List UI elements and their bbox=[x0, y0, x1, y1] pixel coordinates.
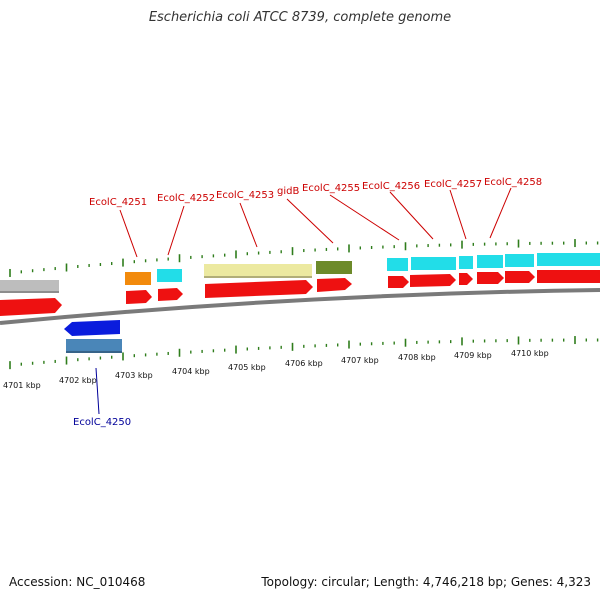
gene-label[interactable]: EcolC_4258 bbox=[484, 177, 542, 188]
gene-label[interactable]: EcolC_4251 bbox=[89, 197, 147, 208]
cog-block-gray[interactable] bbox=[0, 280, 59, 293]
cog-block-steel[interactable] bbox=[66, 339, 122, 353]
cog-block-cyan[interactable] bbox=[411, 257, 456, 270]
gene-label[interactable]: EcolC_4252 bbox=[157, 193, 215, 204]
outer-tick-ring bbox=[9, 239, 599, 277]
block-shading bbox=[0, 276, 312, 353]
leader-line bbox=[286, 198, 334, 244]
label-leader-lines bbox=[119, 187, 512, 258]
scale-label: 4705 kbp bbox=[228, 363, 266, 372]
leader-line-reverse bbox=[95, 367, 100, 415]
cds-arrow[interactable] bbox=[477, 272, 504, 284]
scale-labels: 4701 kbp 4702 kbp 4703 kbp 4704 kbp 4705… bbox=[3, 349, 549, 390]
scale-label: 4701 kbp bbox=[3, 381, 41, 390]
scale-label: 4709 kbp bbox=[454, 351, 492, 360]
inner-tick-ring bbox=[9, 336, 599, 370]
cog-block-orange[interactable] bbox=[125, 272, 151, 285]
genome-info-text: Topology: circular; Length: 4,746,218 bp… bbox=[261, 575, 591, 589]
cds-arrow[interactable] bbox=[126, 290, 152, 304]
cog-block-cyan[interactable] bbox=[477, 255, 503, 268]
leader-line bbox=[489, 187, 512, 239]
gene-labels-forward: EcolC_4251 EcolC_4252 EcolC_4253 gidB Ec… bbox=[89, 177, 542, 208]
cds-arrow[interactable] bbox=[410, 274, 456, 287]
scale-label: 4706 kbp bbox=[285, 359, 323, 368]
cds-arrow[interactable] bbox=[459, 273, 473, 285]
cds-arrow[interactable] bbox=[205, 280, 313, 298]
cds-arrow[interactable] bbox=[388, 276, 409, 288]
cog-block-cyan[interactable] bbox=[459, 256, 473, 269]
cog-block-cyan[interactable] bbox=[387, 258, 408, 271]
cds-arrow[interactable] bbox=[317, 278, 352, 292]
leader-line bbox=[449, 189, 467, 240]
leader-line bbox=[119, 209, 138, 258]
scale-label: 4710 kbp bbox=[511, 349, 549, 358]
cds-arrow-reverse[interactable] bbox=[64, 320, 120, 336]
cog-track-forward bbox=[0, 253, 600, 293]
cds-arrow[interactable] bbox=[505, 271, 535, 283]
scale-label: 4708 kbp bbox=[398, 353, 436, 362]
scale-label: 4703 kbp bbox=[115, 371, 153, 380]
cog-block-khaki[interactable] bbox=[204, 264, 312, 278]
cds-arrow[interactable] bbox=[537, 270, 600, 283]
gene-label[interactable]: gidB bbox=[277, 186, 299, 197]
leader-line bbox=[167, 205, 185, 256]
gene-label[interactable]: EcolC_4255 bbox=[302, 183, 360, 194]
gene-label-reverse[interactable]: EcolC_4250 bbox=[73, 417, 131, 428]
map-title: Escherichia coli ATCC 8739, complete gen… bbox=[148, 10, 452, 25]
cds-arrow[interactable] bbox=[158, 288, 183, 301]
genome-backbone bbox=[0, 288, 600, 325]
cog-block-cyan[interactable] bbox=[537, 253, 600, 266]
scale-label: 4702 kbp bbox=[59, 376, 97, 385]
gene-label[interactable]: EcolC_4256 bbox=[362, 181, 420, 192]
cds-track-reverse bbox=[64, 320, 122, 353]
cds-track-forward bbox=[0, 270, 600, 316]
cds-arrow[interactable] bbox=[0, 298, 62, 316]
scale-label: 4704 kbp bbox=[172, 367, 210, 376]
cog-block-cyan[interactable] bbox=[157, 269, 182, 282]
scale-label: 4707 kbp bbox=[341, 356, 379, 365]
gene-label[interactable]: EcolC_4253 bbox=[216, 190, 274, 201]
leader-line bbox=[239, 202, 258, 248]
gene-label[interactable]: EcolC_4257 bbox=[424, 179, 482, 190]
leader-line bbox=[389, 191, 434, 240]
accession-text: Accession: NC_010468 bbox=[9, 575, 146, 589]
cog-block-cyan[interactable] bbox=[505, 254, 534, 267]
cog-block-olive[interactable] bbox=[316, 261, 352, 274]
leader-line bbox=[329, 194, 400, 241]
